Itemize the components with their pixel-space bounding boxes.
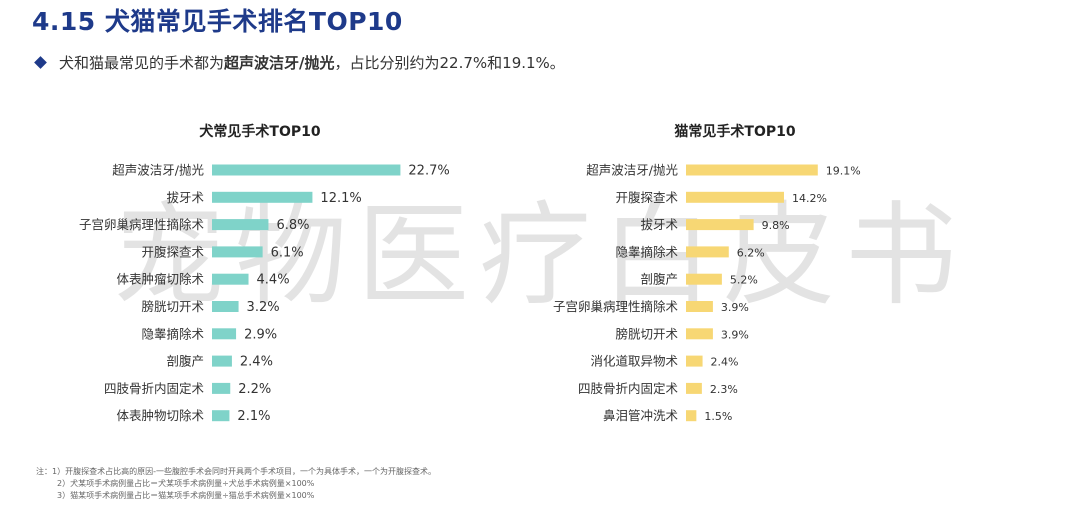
- footnote-1: 注：1）开腹探查术占比高的原因-一些腹腔手术会同时开具两个手术项目，一个为具体手…: [36, 467, 436, 476]
- footnote-2: 2）犬某项手术病例量占比＝犬某项手术病例量÷犬总手术病例量×100%: [57, 479, 315, 488]
- value-label: 2.4%: [711, 356, 739, 369]
- category-label: 膀胱切开术: [141, 299, 204, 314]
- value-label: 3.9%: [721, 301, 749, 314]
- value-label: 2.2%: [238, 382, 271, 397]
- value-label: 22.7%: [408, 164, 449, 179]
- bar: [686, 355, 703, 367]
- category-label: 体表肿瘤切除术: [116, 272, 204, 287]
- value-label: 3.2%: [247, 300, 280, 315]
- bar: [686, 328, 713, 340]
- bar: [212, 219, 269, 231]
- category-label: 剖腹产: [166, 354, 204, 369]
- value-label: 2.4%: [240, 355, 273, 370]
- footnote-3: 3）猫某项手术病例量占比＝猫某项手术病例量÷猫总手术病例量×100%: [57, 491, 315, 500]
- bar: [212, 301, 239, 312]
- value-label: 5.2%: [730, 274, 758, 287]
- value-label: 2.3%: [710, 383, 738, 396]
- bar: [686, 382, 702, 394]
- bar: [212, 273, 249, 285]
- category-label: 超声波洁牙/抛光: [586, 163, 678, 178]
- bar: [686, 164, 818, 176]
- bar: [686, 246, 729, 258]
- subtitle-highlight: 超声波洁牙/抛光: [224, 54, 335, 72]
- value-label: 9.8%: [762, 219, 790, 232]
- dog-chart-title: 犬常见手术TOP10: [199, 124, 321, 140]
- category-label: 拔牙术: [640, 217, 678, 232]
- bar: [686, 301, 713, 312]
- category-label: 隐睾摘除术: [615, 244, 678, 259]
- category-label: 超声波洁牙/抛光: [112, 163, 204, 178]
- value-label: 3.9%: [721, 328, 749, 341]
- value-label: 1.5%: [704, 410, 732, 423]
- value-label: 4.4%: [257, 273, 290, 288]
- cat-chart-title: 猫常见手术TOP10: [674, 124, 796, 140]
- value-label: 6.8%: [276, 218, 309, 233]
- category-label: 剖腹产: [640, 272, 678, 287]
- bar: [212, 328, 237, 340]
- category-label: 消化道取异物术: [590, 354, 678, 369]
- bar: [686, 273, 722, 285]
- category-label: 子宫卵巢病理性摘除术: [79, 217, 205, 232]
- category-label: 四肢骨折内固定术: [104, 381, 205, 396]
- bar: [212, 191, 313, 203]
- category-label: 鼻泪管冲洗术: [603, 408, 679, 423]
- subtitle-suffix: ，占比分别约为22.7%和19.1%。: [334, 54, 565, 72]
- bar: [212, 382, 231, 394]
- subtitle-prefix: 犬和猫最常见的手术都为: [59, 54, 225, 72]
- category-label: 开腹探查术: [615, 190, 678, 205]
- page-title: 4.15 犬猫常见手术排名TOP10: [32, 7, 403, 36]
- value-label: 6.2%: [737, 246, 765, 259]
- value-label: 6.1%: [271, 245, 304, 260]
- bar: [212, 410, 230, 422]
- value-label: 2.9%: [244, 327, 277, 342]
- category-label: 体表肿物切除术: [116, 408, 204, 423]
- bar: [212, 246, 263, 258]
- bar: [212, 355, 232, 367]
- bar: [686, 219, 754, 231]
- value-label: 2.1%: [237, 409, 270, 424]
- category-label: 子宫卵巢病理性摘除术: [553, 299, 679, 314]
- category-label: 拔牙术: [166, 190, 204, 205]
- category-label: 四肢骨折内固定术: [578, 381, 679, 396]
- category-label: 隐睾摘除术: [141, 326, 204, 341]
- category-label: 开腹探查术: [141, 244, 204, 259]
- value-label: 12.1%: [320, 191, 361, 206]
- dog-surgery-bar-chart: 超声波洁牙/抛光 22.7% 拔牙术 12.1% 子宫卵巢病理性摘除术 6.8% 开腹探查术…: [79, 163, 450, 425]
- bar: [686, 191, 784, 203]
- value-label: 19.1%: [826, 165, 861, 178]
- value-label: 14.2%: [792, 192, 827, 205]
- cat-surgery-bar-chart: 超声波洁牙/抛光 19.1% 开腹探查术 14.2% 拔牙术 9.8% 隐睾摘除术 6.2% 剖…: [553, 163, 861, 424]
- bar: [686, 410, 697, 422]
- bar: [212, 164, 401, 176]
- category-label: 膀胱切开术: [615, 326, 678, 341]
- subtitle: 犬和猫最常见的手术都为 超声波洁牙/抛光 ，占比分别约为22.7%和19.1%。: [34, 52, 565, 73]
- footnotes: 注：1）开腹探查术占比高的原因-一些腹腔手术会同时开具两个手术项目，一个为具体手…: [36, 466, 436, 502]
- bullet-diamond-icon: [34, 56, 47, 69]
